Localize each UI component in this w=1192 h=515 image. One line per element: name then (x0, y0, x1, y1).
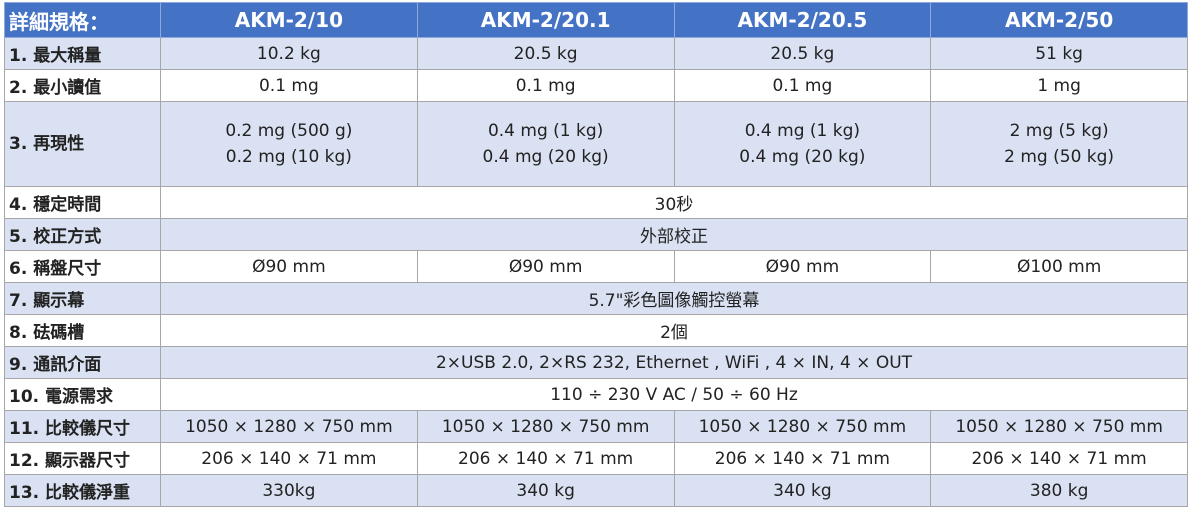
row-label: 6. 稱盤尺寸 (4, 250, 161, 283)
spec-cell: Ø90 mm (673, 250, 932, 283)
spec-cell: 340 kg (673, 474, 932, 507)
spec-row: 11. 比較儀尺寸 1050 × 1280 × 750 mm 1050 × 1280… (4, 410, 1188, 443)
cell-line: 0.4 mg (20 kg) (482, 147, 609, 167)
spec-row: 9. 通訊介面 2×USB 2.0, 2×RS 232, Ethernet , W… (4, 346, 1188, 379)
spec-cell: 206 × 140 × 71 mm (673, 442, 932, 475)
row-label: 8. 砝碼槽 (4, 314, 161, 347)
spec-cell: 2 mg (5 kg) 2 mg (50 kg) (930, 101, 1188, 187)
spec-cell: 0.4 mg (1 kg) 0.4 mg (20 kg) (416, 101, 675, 187)
row-label: 13. 比較儀淨重 (4, 474, 161, 507)
model-header: AKM-2/10 (160, 2, 418, 38)
row-label: 10. 電源需求 (4, 378, 161, 411)
spec-cell: 2個 (160, 314, 1188, 347)
spec-cell: 20.5 kg (673, 37, 932, 70)
spec-row: 7. 顯示幕 5.7"彩色圖像觸控螢幕 (4, 282, 1188, 315)
spec-cell: 2×USB 2.0, 2×RS 232, Ethernet , WiFi , 4… (160, 346, 1188, 379)
cell-line: 2 mg (5 kg) (1009, 121, 1109, 141)
spec-cell: 10.2 kg (160, 37, 418, 70)
spec-cell: 0.1 mg (673, 69, 932, 102)
spec-row: 2. 最小讀值 0.1 mg 0.1 mg 0.1 mg 1 mg (4, 69, 1188, 102)
spec-row: 12. 顯示器尺寸 206 × 140 × 71 mm 206 × 140 × 71… (4, 442, 1188, 475)
cell-line: 0.4 mg (20 kg) (739, 147, 866, 167)
spec-cell: 0.1 mg (160, 69, 418, 102)
row-label: 5. 校正方式 (4, 218, 161, 251)
spec-cell: 1050 × 1280 × 750 mm (160, 410, 418, 443)
model-header: AKM-2/50 (930, 2, 1188, 38)
spec-cell: 30秒 (160, 186, 1188, 219)
model-header: AKM-2/20.1 (416, 2, 675, 38)
row-label: 2. 最小讀值 (4, 69, 161, 102)
spec-cell: Ø90 mm (416, 250, 675, 283)
spec-cell: 5.7"彩色圖像觸控螢幕 (160, 282, 1188, 315)
row-label: 7. 顯示幕 (4, 282, 161, 315)
row-label: 9. 通訊介面 (4, 346, 161, 379)
spec-cell: 0.2 mg (500 g) 0.2 mg (10 kg) (160, 101, 418, 187)
header-label: 詳細規格： (4, 2, 161, 38)
model-header: AKM-2/20.5 (673, 2, 932, 38)
spec-row: 8. 砝碼槽 2個 (4, 314, 1188, 347)
spec-cell: 1050 × 1280 × 750 mm (673, 410, 932, 443)
spec-row: 4. 穩定時間 30秒 (4, 186, 1188, 219)
spec-row: 1. 最大稱量 10.2 kg 20.5 kg 20.5 kg 51 kg (4, 37, 1188, 70)
row-label: 11. 比較儀尺寸 (4, 410, 161, 443)
row-label: 3. 再現性 (4, 101, 161, 187)
spec-row: 5. 校正方式 外部校正 (4, 218, 1188, 251)
spec-cell: 110 ÷ 230 V AC / 50 ÷ 60 Hz (160, 378, 1188, 411)
spec-cell: 20.5 kg (416, 37, 675, 70)
spec-cell: 51 kg (930, 37, 1188, 70)
cell-line: 0.4 mg (1 kg) (744, 121, 861, 141)
cell-line: 0.2 mg (10 kg) (225, 147, 352, 167)
spec-table: 詳細規格： AKM-2/10 AKM-2/20.1 AKM-2/20.5 AKM-2/… (4, 2, 1188, 507)
spec-row: 6. 稱盤尺寸 Ø90 mm Ø90 mm Ø90 mm Ø100 mm (4, 250, 1188, 283)
cell-line: 0.2 mg (500 g) (225, 121, 353, 141)
spec-cell: Ø100 mm (930, 250, 1188, 283)
spec-row: 10. 電源需求 110 ÷ 230 V AC / 50 ÷ 60 Hz (4, 378, 1188, 411)
spec-cell: 外部校正 (160, 218, 1188, 251)
spec-cell: Ø90 mm (160, 250, 418, 283)
spec-cell: 1 mg (930, 69, 1188, 102)
row-label: 12. 顯示器尺寸 (4, 442, 161, 475)
spec-cell: 206 × 140 × 71 mm (416, 442, 675, 475)
spec-cell: 330kg (160, 474, 418, 507)
spec-cell: 206 × 140 × 71 mm (930, 442, 1188, 475)
spec-cell: 206 × 140 × 71 mm (160, 442, 418, 475)
spec-cell: 340 kg (416, 474, 675, 507)
row-label: 4. 穩定時間 (4, 186, 161, 219)
spec-row: 3. 再現性 0.2 mg (500 g) 0.2 mg (10 kg) 0.4 mg… (4, 101, 1188, 187)
spec-cell: 0.1 mg (416, 69, 675, 102)
spec-cell: 380 kg (930, 474, 1188, 507)
spec-row: 13. 比較儀淨重 330kg 340 kg 340 kg 380 kg (4, 474, 1188, 507)
row-label: 1. 最大稱量 (4, 37, 161, 70)
spec-cell: 0.4 mg (1 kg) 0.4 mg (20 kg) (673, 101, 932, 187)
spec-cell: 1050 × 1280 × 750 mm (930, 410, 1188, 443)
header-row: 詳細規格： AKM-2/10 AKM-2/20.1 AKM-2/20.5 AKM-2/… (4, 2, 1188, 38)
spec-cell: 1050 × 1280 × 750 mm (416, 410, 675, 443)
cell-line: 2 mg (50 kg) (1004, 147, 1115, 167)
cell-line: 0.4 mg (1 kg) (487, 121, 604, 141)
